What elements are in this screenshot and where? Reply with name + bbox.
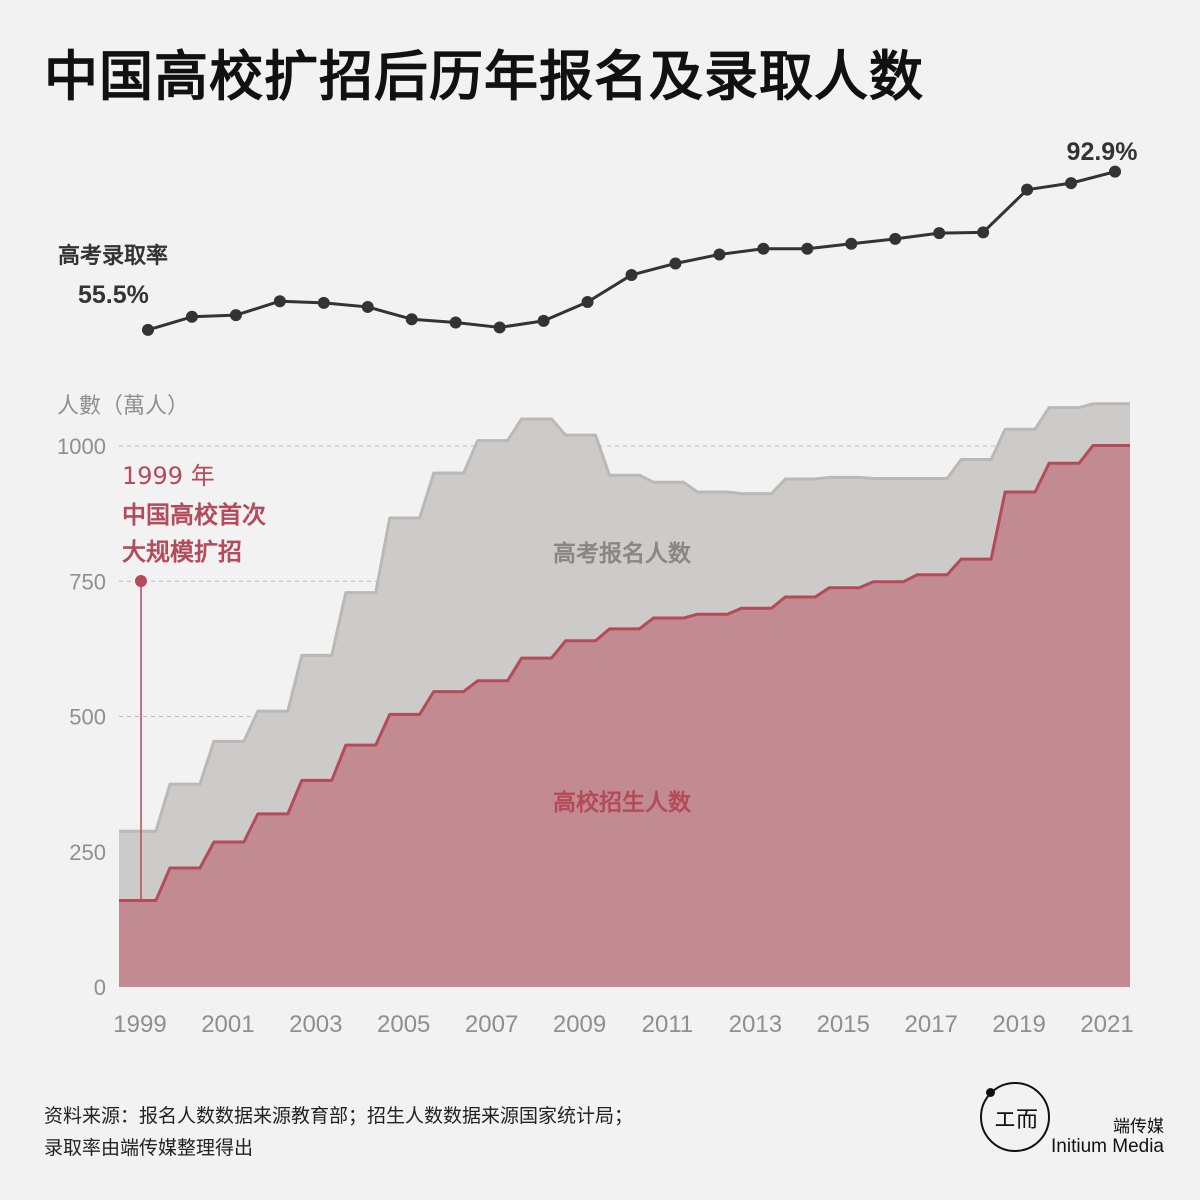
rate-point [581, 296, 594, 309]
rate-start-label: 55.5% [78, 281, 149, 309]
source-note: 资料来源：报名人数数据来源教育部；招生人数数据来源国家统计局； 录取率由端传媒整… [44, 1100, 633, 1164]
rate-point [449, 316, 462, 329]
chart: 0 250 500 750 1000 1999 2001 2003 2005 2007 2009 20… [57, 138, 1137, 1038]
y-tick-label: 750 [69, 569, 106, 594]
rate-point [1065, 177, 1078, 190]
source-line-2: 录取率由端传媒整理得出 [44, 1137, 254, 1159]
x-tick-label: 2003 [289, 1011, 342, 1038]
brand-name-en: Initium Media [1051, 1136, 1164, 1157]
annotation-line-1: 中国高校首次 [122, 501, 266, 529]
rate-point [1021, 183, 1034, 196]
x-tick-label: 2007 [465, 1011, 518, 1038]
rate-point [625, 268, 638, 281]
annotation-line-2: 大规模扩招 [122, 538, 242, 566]
x-tick-label: 2009 [553, 1011, 606, 1038]
series-label-applicants: 高考报名人数 [553, 540, 692, 567]
x-tick-label: 2015 [817, 1011, 870, 1038]
rate-point [537, 314, 550, 327]
brand-name-cn: 端传媒 [1113, 1117, 1164, 1137]
x-tick-label: 2005 [377, 1011, 430, 1038]
rate-line [147, 170, 1116, 332]
rate-point [229, 309, 242, 322]
enrolled-area [119, 445, 1130, 988]
y-tick-label: 0 [94, 975, 106, 1000]
annotation-year: 1999 年 [122, 462, 215, 490]
logo-glyph: エ而 [994, 1108, 1039, 1133]
y-tick-label: 500 [69, 705, 106, 730]
chart-labels: 0 250 500 750 1000 1999 2001 2003 2005 2007 2009 20… [57, 138, 1137, 1038]
rate-point [185, 310, 198, 323]
rate-point [801, 242, 814, 255]
rate-point [317, 296, 330, 309]
rate-point [405, 313, 418, 326]
initium-logo-icon: エ而 [980, 1082, 1050, 1152]
rate-point [493, 321, 506, 334]
x-tick-label: 2017 [905, 1011, 958, 1038]
rate-point [141, 323, 154, 336]
enrolled-outline [119, 443, 1130, 902]
rate-point [889, 232, 902, 245]
rate-point [1109, 165, 1122, 178]
area-chart [119, 402, 1130, 988]
rate-point [713, 248, 726, 261]
annotation-dot [135, 575, 147, 587]
rate-point [933, 227, 946, 240]
y-axis-label: 人數（萬人） [57, 394, 189, 419]
x-tick-label: 2011 [642, 1011, 694, 1038]
rate-series-label: 高考录取率 [58, 243, 168, 269]
source-line-1: 资料来源：报名人数数据来源教育部；招生人数数据来源国家统计局； [44, 1105, 634, 1127]
series-label-enrolled: 高校招生人数 [553, 789, 692, 816]
page-title: 中国高校扩招后历年报名及录取人数 [44, 45, 924, 108]
x-tick-label: 1999 [113, 1011, 166, 1038]
x-tick-label: 2001 [201, 1011, 254, 1038]
rate-end-label: 92.9% [1067, 138, 1138, 166]
rate-point [669, 257, 682, 270]
y-tick-label: 1000 [57, 434, 106, 459]
rate-point [361, 300, 374, 313]
x-tick-label: 2019 [992, 1011, 1045, 1038]
rate-point [757, 242, 770, 255]
x-tick-label: 2021 [1080, 1011, 1133, 1038]
y-tick-label: 250 [69, 840, 106, 865]
rate-point [845, 237, 858, 250]
logo-dot [986, 1088, 995, 1097]
x-tick-label: 2013 [729, 1011, 782, 1038]
rate-point [273, 295, 286, 308]
applicants-outline [119, 402, 1130, 833]
rate-line-chart [141, 165, 1122, 336]
rate-point [977, 226, 990, 239]
